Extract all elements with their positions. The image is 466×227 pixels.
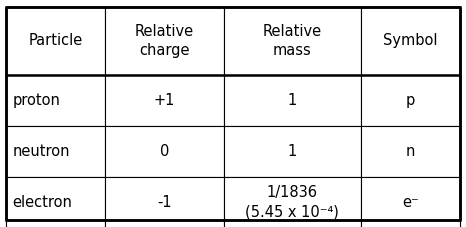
Bar bbox=[361, 7, 460, 75]
Text: n: n bbox=[406, 144, 415, 159]
Text: neutron: neutron bbox=[13, 144, 70, 159]
Text: Particle: Particle bbox=[28, 33, 82, 48]
Bar bbox=[361, 126, 460, 177]
Text: Relative
mass: Relative mass bbox=[263, 24, 322, 58]
Bar bbox=[361, 75, 460, 126]
Text: e⁻: e⁻ bbox=[402, 195, 419, 210]
Text: 0: 0 bbox=[160, 144, 169, 159]
Bar bbox=[105, 7, 224, 75]
Bar bbox=[224, 75, 361, 126]
Text: -1: -1 bbox=[157, 195, 172, 210]
Bar bbox=[6, 75, 105, 126]
Text: p: p bbox=[406, 93, 415, 108]
Bar bbox=[6, 7, 105, 75]
Bar bbox=[361, 177, 460, 227]
Bar bbox=[6, 126, 105, 177]
Bar bbox=[224, 177, 361, 227]
Text: 1: 1 bbox=[288, 144, 297, 159]
Bar bbox=[6, 177, 105, 227]
Bar bbox=[105, 126, 224, 177]
Text: 1/1836
(5.45 x 10⁻⁴): 1/1836 (5.45 x 10⁻⁴) bbox=[245, 185, 339, 220]
Bar bbox=[105, 177, 224, 227]
Text: Symbol: Symbol bbox=[383, 33, 438, 48]
Text: proton: proton bbox=[13, 93, 61, 108]
Bar bbox=[105, 75, 224, 126]
Bar bbox=[224, 126, 361, 177]
Bar bbox=[224, 7, 361, 75]
Text: electron: electron bbox=[13, 195, 72, 210]
Text: 1: 1 bbox=[288, 93, 297, 108]
Text: Relative
charge: Relative charge bbox=[135, 24, 194, 58]
Text: +1: +1 bbox=[154, 93, 175, 108]
